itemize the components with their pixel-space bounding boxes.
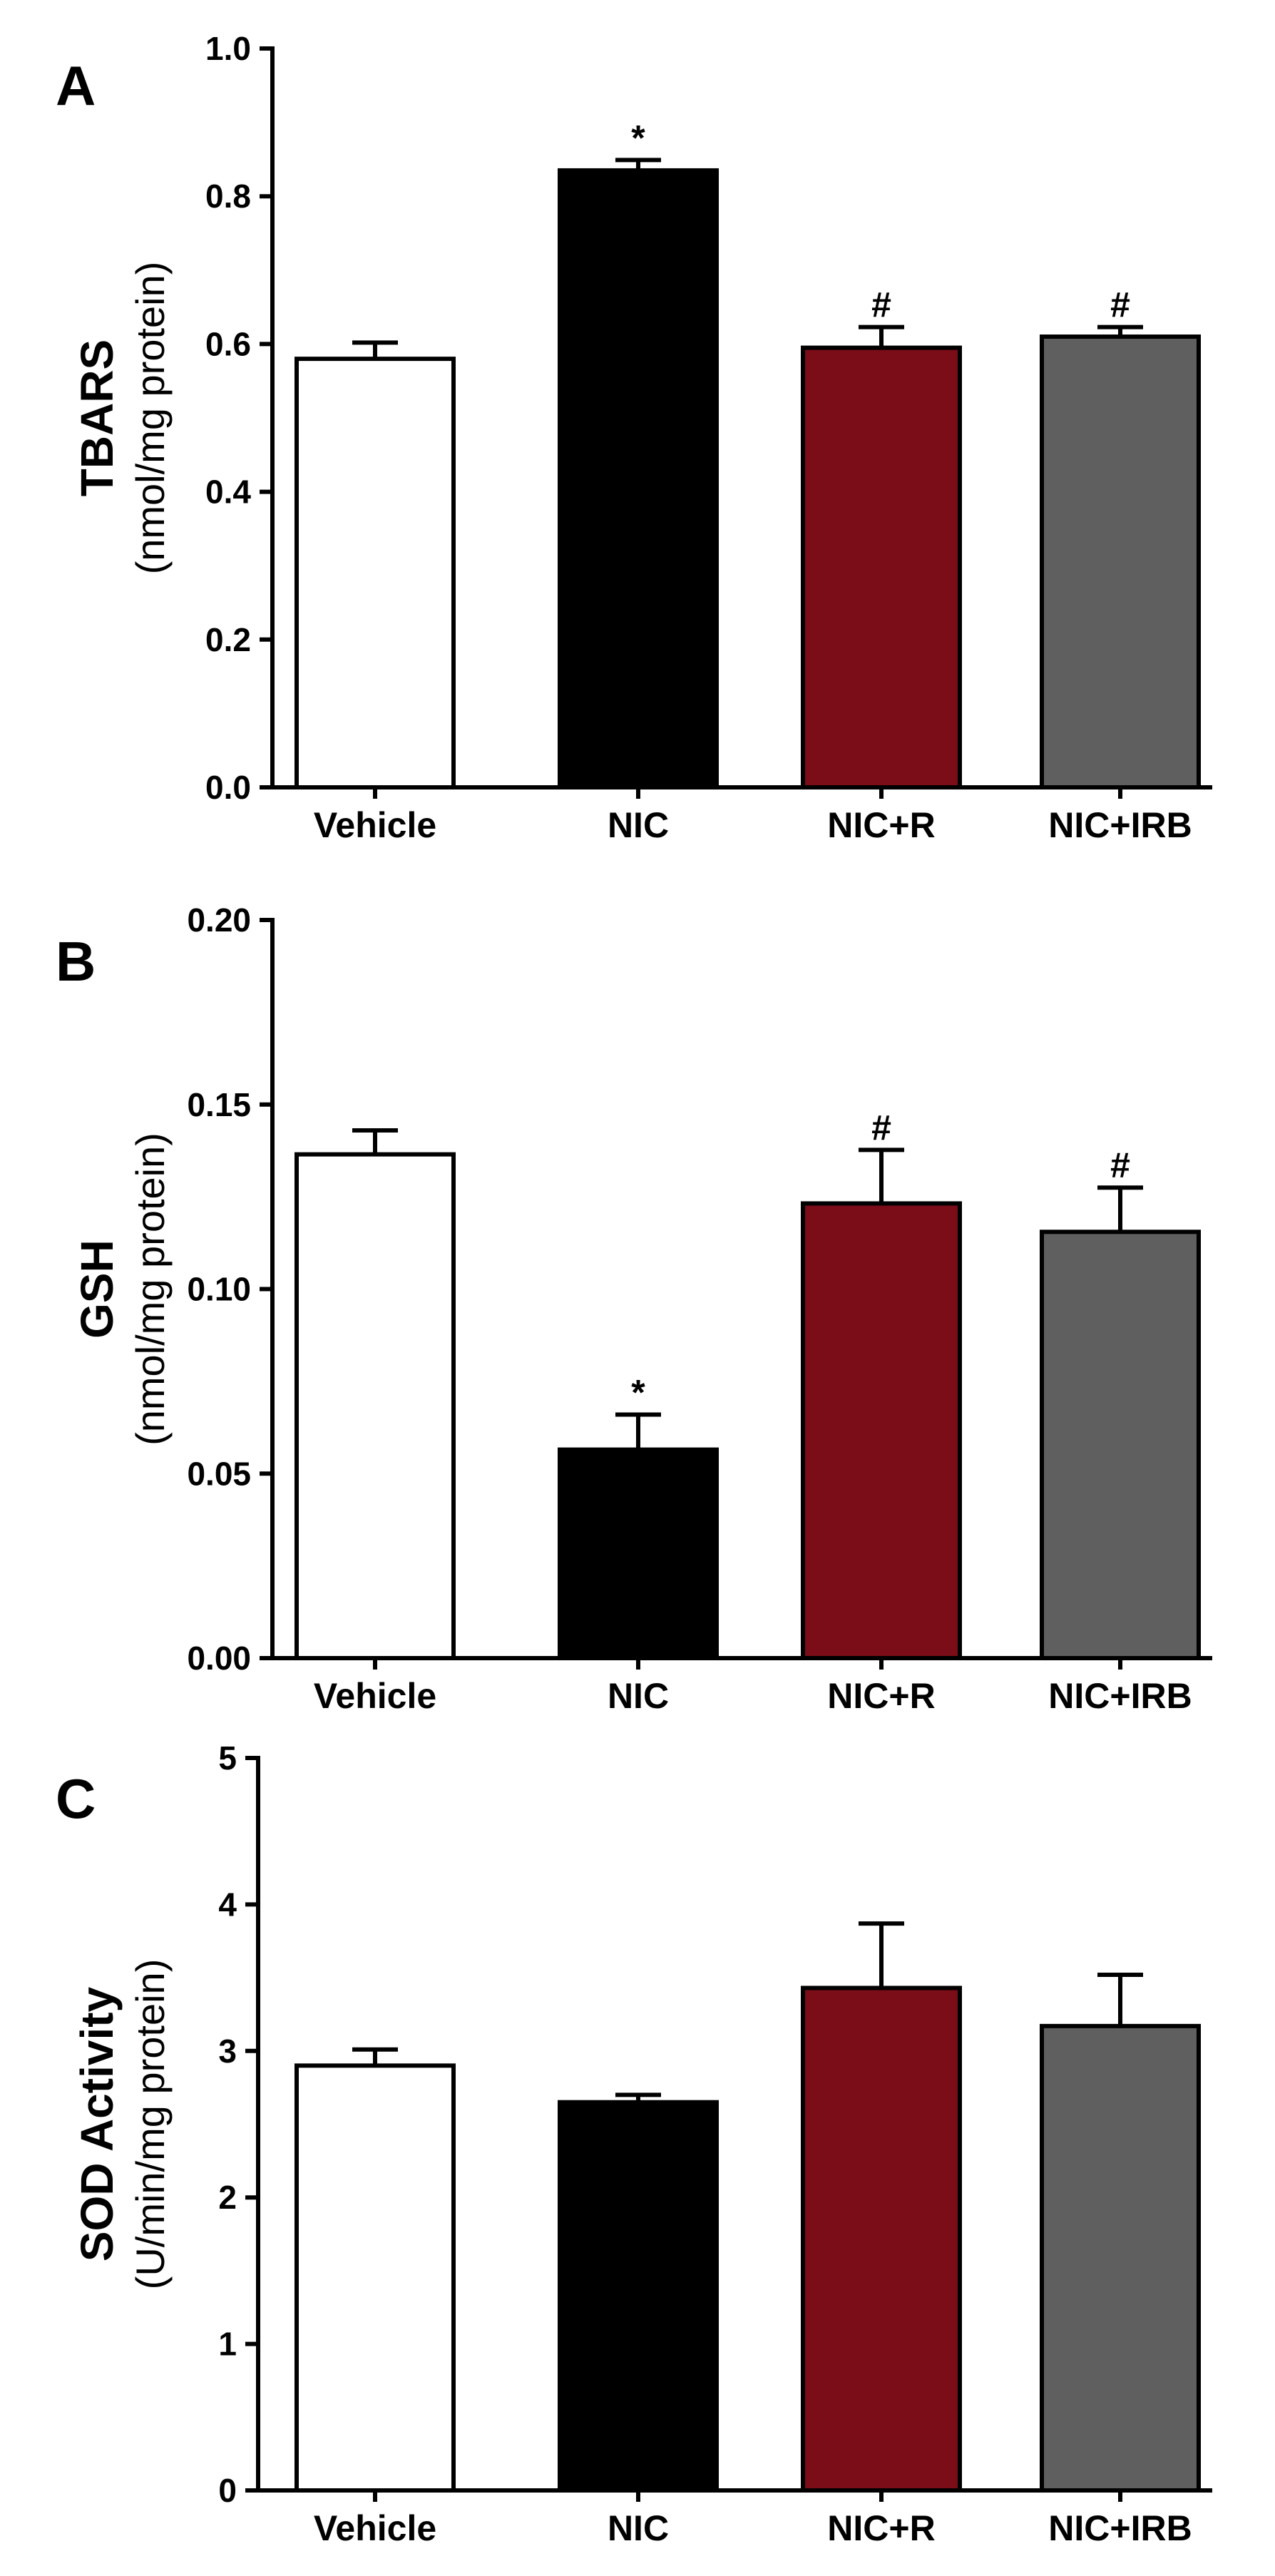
y-tick-label: 1.0 <box>205 30 251 67</box>
y-tick-label: 0.05 <box>187 1455 251 1492</box>
y-tick-label: 0.20 <box>187 901 251 939</box>
y-tick-label: 0.8 <box>205 178 251 215</box>
y-tick-label: 4 <box>218 1886 237 1923</box>
x-tick-label: NIC <box>608 1676 669 1716</box>
significance-marker: # <box>1110 1145 1130 1185</box>
x-tick-label: NIC+IRB <box>1048 1676 1192 1716</box>
y-tick-label: 0.6 <box>205 325 251 362</box>
panel-c: C SOD Activity (U/min/mg protein) Vehicle NI… <box>56 1739 1212 2548</box>
x-tick-label: NIC+R <box>827 805 935 845</box>
y-tick-label: 0.00 <box>187 1640 251 1677</box>
panel-letter: A <box>56 54 96 117</box>
y-tick-label: 0.15 <box>187 1086 251 1123</box>
significance-marker: * <box>631 118 645 158</box>
y-tick-label: 0.10 <box>187 1271 251 1308</box>
significance-marker: # <box>871 1108 891 1148</box>
bar-nic-plus-irb <box>1040 334 1201 790</box>
bar-vehicle <box>295 357 456 789</box>
x-tick-label: NIC+R <box>827 1676 935 1716</box>
x-tick-label: NIC+IRB <box>1048 805 1192 845</box>
y-axis-title: GSH <box>71 1240 123 1339</box>
y-axis-subtitle: (nmol/mg protein) <box>128 262 173 575</box>
x-tick-label: NIC+IRB <box>1048 2508 1192 2548</box>
x-tick-label: Vehicle <box>314 805 436 845</box>
y-tick-label: 0.4 <box>205 474 251 511</box>
bar-vehicle <box>295 2063 456 2493</box>
bar-nic-plus-r <box>801 345 962 789</box>
panel-b: B GSH (nmol/mg protein) Vehicle * NIC # NIC+R # N… <box>56 901 1212 1716</box>
significance-marker: # <box>871 285 891 325</box>
y-tick-label: 0.2 <box>205 621 251 658</box>
bar-nic-plus-r <box>801 1985 962 2493</box>
x-tick-label: Vehicle <box>314 2508 436 2548</box>
y-tick-label: 2 <box>218 2179 237 2216</box>
bar-nic <box>558 168 719 789</box>
panel-letter: B <box>56 930 96 993</box>
y-tick-label: 5 <box>218 1739 237 1777</box>
y-tick-label: 0 <box>218 2472 237 2509</box>
y-axis-title: SOD Activity <box>71 1986 123 2261</box>
y-tick-label: 1 <box>218 2326 237 2363</box>
x-tick-label: NIC <box>608 2508 669 2548</box>
significance-marker: * <box>631 1372 645 1412</box>
x-tick-label: NIC <box>608 805 669 845</box>
panel-a: A TBARS (nmol/mg protein) Vehicle * NIC # NIC+R… <box>56 30 1212 845</box>
bar-nic <box>558 1447 719 1661</box>
bar-nic <box>558 2100 719 2493</box>
y-axis-subtitle: (nmol/mg protein) <box>128 1133 173 1446</box>
significance-marker: # <box>1110 285 1130 325</box>
bar-nic-plus-irb <box>1040 1230 1201 1660</box>
y-axis-title: TBARS <box>71 339 123 496</box>
y-tick-label: 3 <box>218 2033 237 2070</box>
y-axis-subtitle: (U/min/mg protein) <box>128 1959 173 2290</box>
bar-nic-plus-r <box>801 1201 962 1660</box>
bar-vehicle <box>295 1152 456 1661</box>
x-tick-label: NIC+R <box>827 2508 935 2548</box>
bar-nic-plus-irb <box>1040 2023 1201 2493</box>
y-tick-label: 0.0 <box>205 769 251 806</box>
panel-letter: C <box>56 1767 96 1830</box>
x-tick-label: Vehicle <box>314 1676 436 1716</box>
